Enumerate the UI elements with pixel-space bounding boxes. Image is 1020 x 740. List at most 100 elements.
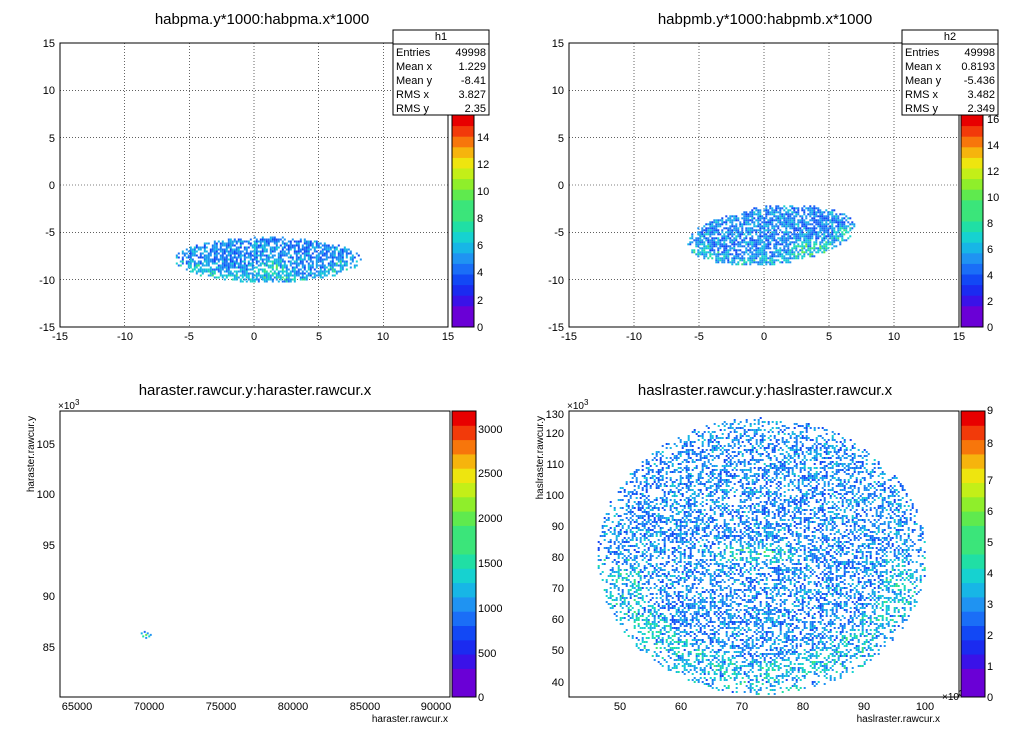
heatmap-cell [731, 235, 734, 238]
heatmap-cell [331, 244, 334, 247]
heatmap-cell [813, 449, 816, 451]
heatmap-cell [753, 243, 756, 246]
heatmap-cell [193, 248, 196, 251]
heatmap-cell [805, 221, 808, 224]
heatmap-cell [779, 519, 782, 521]
heatmap-cell [261, 240, 264, 243]
heatmap-cell [745, 249, 748, 252]
heatmap-cell [897, 481, 900, 483]
heatmap-cell [277, 240, 280, 243]
heatmap-cell [797, 453, 800, 455]
heatmap-cell [819, 453, 822, 455]
heatmap-cell [705, 467, 708, 469]
heatmap-cell [695, 459, 698, 461]
heatmap-cell [705, 223, 708, 226]
colorbar-segment [452, 125, 474, 137]
heatmap-cell [697, 479, 700, 481]
heatmap-cell [331, 258, 334, 261]
heatmap-cell [759, 263, 762, 266]
y-tick-label: -10 [548, 275, 564, 287]
heatmap-cell [671, 453, 674, 455]
heatmap-cell [853, 471, 856, 473]
y-tick-label: 5 [49, 133, 55, 145]
heatmap-cell [811, 217, 814, 220]
chart-title: haslraster.rawcur.y:haslraster.rawcur.x [638, 382, 893, 399]
heatmap-cell [805, 493, 808, 495]
heatmap-cell [309, 240, 312, 243]
heatmap-cell [719, 225, 722, 228]
heatmap-cell [711, 517, 714, 519]
heatmap-cell [145, 633, 148, 636]
heatmap-cell [723, 505, 726, 507]
heatmap-cell [295, 256, 298, 259]
heatmap-cell [871, 501, 874, 503]
heatmap-cell [341, 256, 344, 259]
heatmap-cell [283, 242, 286, 245]
heatmap-cell [787, 209, 790, 212]
heatmap-cell [837, 221, 840, 224]
heatmap-cell [629, 491, 632, 493]
heatmap-cell [783, 499, 786, 501]
heatmap-cell [717, 425, 720, 427]
heatmap-cell [739, 245, 742, 248]
colorbar-tick-label: 4 [477, 267, 483, 279]
heatmap-cell [785, 207, 788, 210]
colorbar-segment [961, 146, 983, 158]
heatmap-cell [307, 272, 310, 275]
heatmap-cell [789, 213, 792, 216]
heatmap-cell [279, 238, 282, 241]
heatmap-cell [881, 515, 884, 517]
heatmap-cell [225, 260, 228, 263]
heatmap-cell [313, 240, 316, 243]
heatmap-cell [749, 255, 752, 258]
heatmap-cell [713, 237, 716, 240]
heatmap-cell [777, 227, 780, 230]
heatmap-cell [711, 485, 714, 487]
heatmap-cell [701, 231, 704, 234]
heatmap-cell [787, 223, 790, 226]
heatmap-cell [845, 231, 848, 234]
heatmap-cell [627, 507, 630, 509]
heatmap-cell [333, 268, 336, 271]
heatmap-cell [247, 240, 250, 243]
heatmap-cell [709, 249, 712, 252]
heatmap-cell [845, 507, 848, 509]
heatmap-cell [239, 238, 242, 241]
heatmap-cell [831, 505, 834, 507]
heatmap-cell [307, 242, 310, 245]
x-axis: 65000 70000 75000 80000 85000 90000 hara… [62, 701, 452, 725]
heatmap-cell [769, 257, 772, 260]
heatmap-cell [821, 475, 824, 477]
colorbar-segment [452, 178, 474, 190]
heatmap-cell [865, 497, 868, 499]
heatmap-cell [261, 274, 264, 277]
heatmap-cell [729, 245, 732, 248]
heatmap-cell [779, 465, 782, 467]
heatmap-cell [729, 473, 732, 475]
heatmap-cell [845, 239, 848, 242]
heatmap-cell [773, 505, 776, 507]
heatmap-cell [311, 252, 314, 255]
heatmap-cell [309, 256, 312, 259]
heatmap-cell [213, 244, 216, 247]
heatmap-cell [815, 449, 818, 451]
heatmap-cell [739, 507, 742, 509]
heatmap-cell [775, 487, 778, 489]
heatmap-cell [851, 505, 854, 507]
heatmap-cell [753, 225, 756, 228]
heatmap-cell [649, 515, 652, 517]
heatmap-cell [771, 223, 774, 226]
heatmap-cell [797, 455, 800, 457]
heatmap-cell [787, 251, 790, 254]
heatmap-cell [729, 241, 732, 244]
heatmap-cell [803, 503, 806, 505]
colorbar-segment [961, 221, 983, 233]
heatmap-cell [715, 253, 718, 256]
heatmap-cell [717, 505, 720, 507]
heatmap-cell [761, 513, 764, 515]
heatmap-cell [148, 635, 151, 638]
heatmap-cell [255, 272, 258, 275]
heatmap-cell [897, 503, 900, 505]
heatmap-cell [809, 223, 812, 226]
x-tick-label: -5 [184, 331, 194, 343]
